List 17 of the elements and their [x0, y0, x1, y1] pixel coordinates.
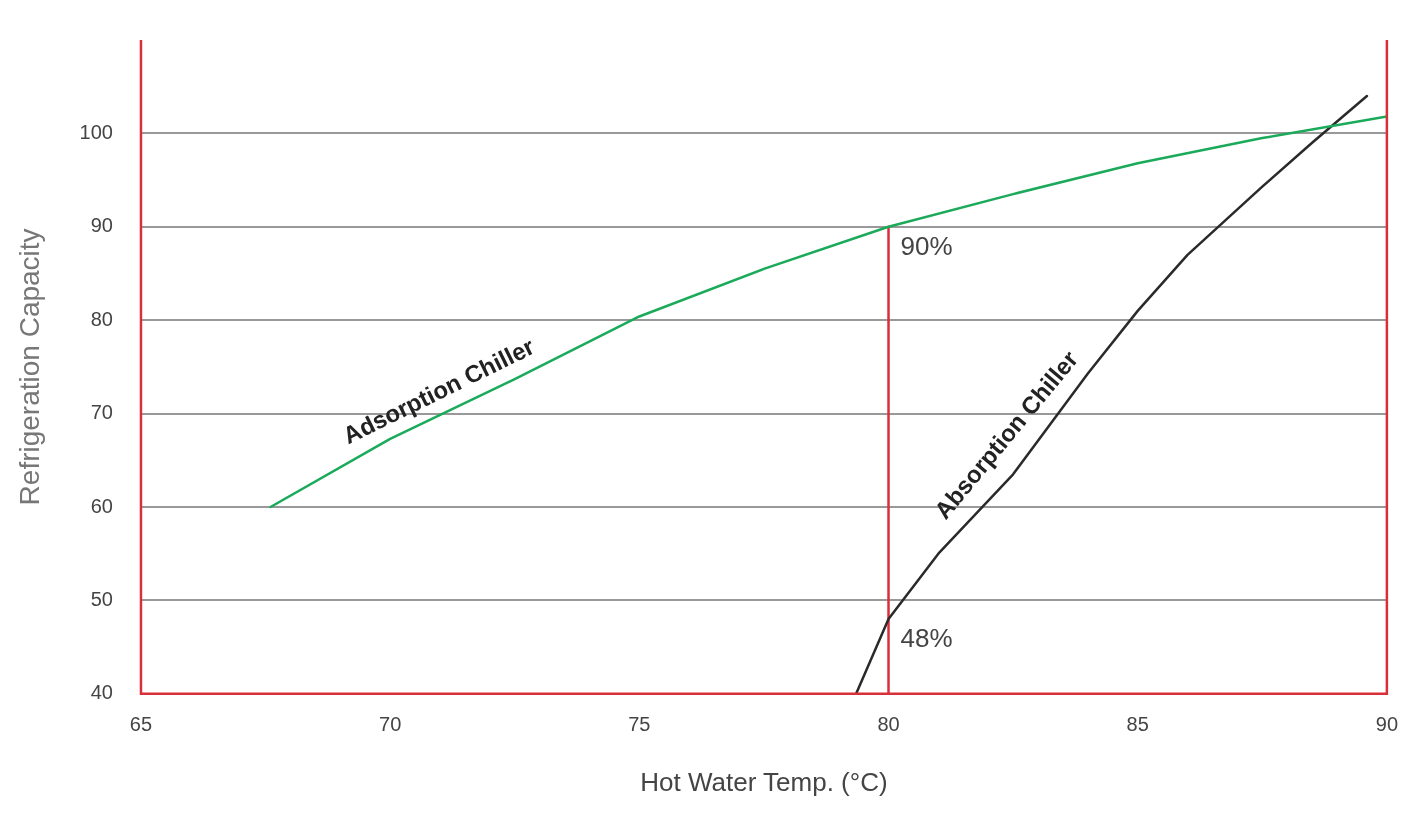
y-tick-label: 70	[90, 401, 113, 424]
y-tick-label: 100	[79, 120, 113, 143]
annotation: 48%	[900, 623, 953, 654]
x-axis-title: Hot Water Temp. (°C)	[640, 766, 888, 797]
y-tick-label: 50	[90, 587, 113, 610]
y-axis-title: Refrigeration Capacity	[13, 228, 45, 506]
y-tick-label: 80	[90, 307, 113, 330]
x-tick-label: 65	[129, 713, 153, 736]
x-tick-label: 75	[628, 713, 651, 736]
x-tick-label: 80	[877, 713, 900, 736]
y-tick-label: 40	[90, 681, 113, 704]
x-tick-label: 70	[379, 713, 402, 736]
y-tick-label: 90	[90, 214, 113, 237]
y-tick-label: 60	[90, 494, 113, 517]
x-tick-label: 90	[1375, 713, 1398, 736]
annotation: 90%	[900, 230, 953, 261]
x-tick-label: 85	[1126, 713, 1149, 736]
